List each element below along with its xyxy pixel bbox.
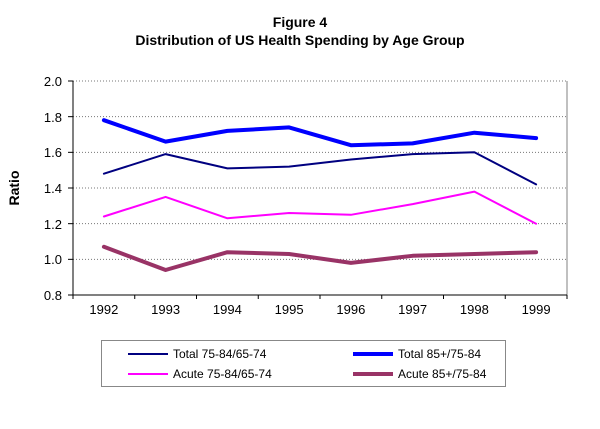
legend-label: Total 75-84/65-74 [173, 346, 267, 361]
legend-item-acute-75-84-65-74: Acute 75-84/65-74 [102, 367, 327, 381]
x-tick-label: 1998 [459, 302, 489, 317]
x-tick-label: 1994 [212, 302, 242, 317]
y-tick-label: 1.2 [43, 216, 62, 232]
series-line-total-75-84-65-74 [102, 151, 538, 186]
chart-title: Figure 4 Distribution of US Health Spend… [0, 13, 600, 49]
legend-label: Total 85+/75-84 [398, 346, 482, 361]
y-tick-label: 1.0 [43, 252, 62, 268]
y-tick-label: 1.6 [43, 145, 62, 161]
legend-item-total-75-84-65-74: Total 75-84/65-74 [102, 347, 327, 361]
x-tick-label: 1997 [398, 302, 428, 317]
legend-label: Acute 85+/75-84 [398, 366, 487, 381]
legend-item-total-85-75-84: Total 85+/75-84 [327, 347, 505, 361]
legend-label: Acute 75-84/65-74 [173, 366, 272, 381]
x-tick-label: 1995 [274, 302, 304, 317]
legend-line-sample-blue [353, 351, 393, 356]
x-tick-label: 1996 [336, 302, 366, 317]
y-tick-label: 1.8 [43, 109, 62, 125]
y-tick-label: 1.4 [43, 181, 62, 196]
legend: Total 75-84/65-74 Total 85+/75-84 Acute … [101, 340, 506, 387]
legend-item-acute-85-75-84: Acute 85+/75-84 [327, 367, 505, 381]
x-tick-label: 1993 [151, 302, 181, 317]
series-line-acute-75-84-65-74 [102, 190, 538, 225]
legend-line-sample-navy [128, 352, 168, 355]
chart-title-line1: Figure 4 [272, 14, 328, 30]
chart-title-line2: Distribution of US Health Spending by Ag… [135, 32, 465, 48]
series-line-total-85-75-84 [101, 118, 539, 148]
series-line-acute-85-75-84 [101, 244, 539, 272]
x-tick-label: 1992 [89, 302, 119, 317]
legend-line-sample-magenta [128, 372, 168, 375]
y-tick-label: 0.8 [43, 288, 62, 303]
legend-line-sample-maroon [353, 371, 393, 376]
x-tick-label: 1999 [521, 302, 551, 317]
y-tick-label: 2.0 [43, 74, 62, 89]
